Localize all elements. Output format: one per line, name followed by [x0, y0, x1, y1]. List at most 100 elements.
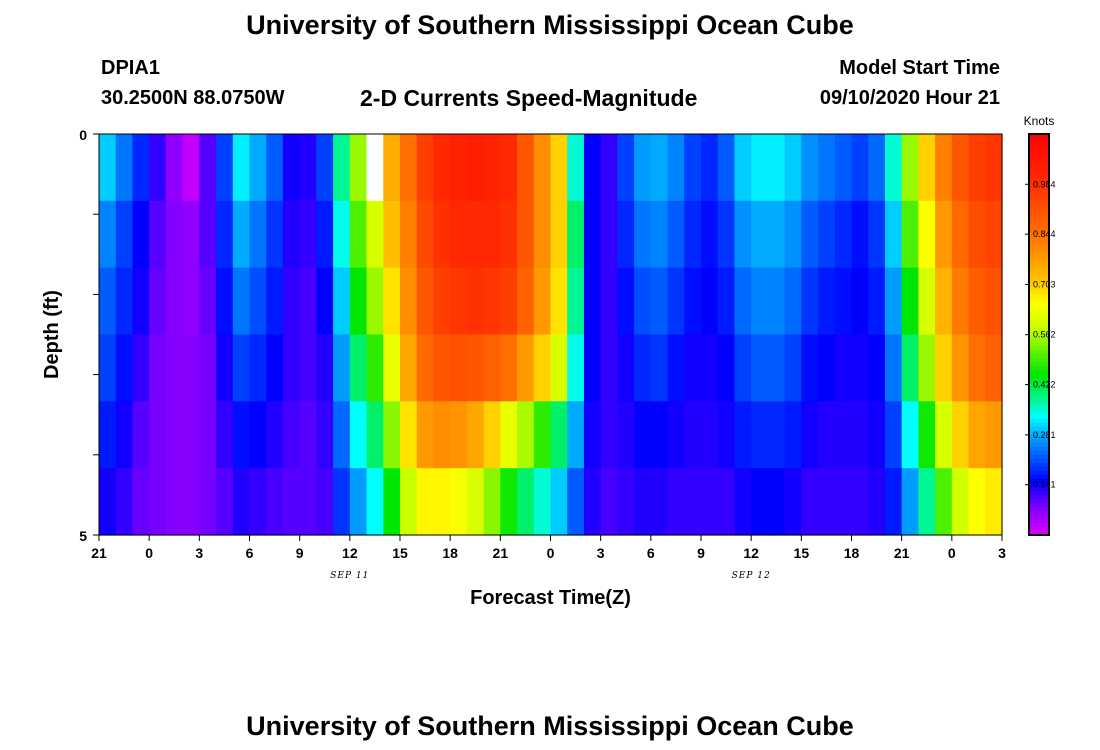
- heatmap-cell: [550, 200, 568, 269]
- x-tick-label: 9: [296, 545, 304, 561]
- colorbar-segment: [1029, 414, 1049, 420]
- heatmap-cell: [868, 334, 886, 402]
- heatmap-cell: [951, 401, 970, 469]
- heatmap-cell: [182, 200, 200, 269]
- heatmap-cell: [500, 401, 518, 469]
- colorbar-segment: [1029, 306, 1049, 311]
- heatmap-cell: [884, 401, 903, 469]
- colorbar-segment: [1029, 402, 1049, 408]
- heatmap-cell: [316, 267, 334, 336]
- heatmap-cell: [400, 267, 418, 336]
- colorbar-segment: [1029, 498, 1049, 504]
- heatmap-cell: [383, 267, 401, 336]
- heatmap-cell: [801, 134, 819, 202]
- heatmap-cell: [199, 134, 217, 202]
- heatmap-cell: [667, 200, 685, 269]
- x-tick-label: 9: [697, 545, 705, 561]
- colorbar-segment: [1029, 198, 1049, 203]
- heatmap-cell: [500, 267, 518, 336]
- heatmap-cell: [583, 200, 602, 269]
- heatmap-cell: [366, 468, 384, 536]
- heatmap-cell: [99, 267, 117, 336]
- colorbar-segment: [1029, 142, 1049, 147]
- colorbar-segment: [1029, 266, 1049, 271]
- heatmap-cell: [650, 334, 669, 402]
- colorbar-segment: [1029, 378, 1049, 384]
- colorbar-tick-label: 0.844: [1033, 229, 1056, 239]
- heatmap-cell: [567, 200, 585, 269]
- colorbar-segment: [1029, 274, 1049, 279]
- heatmap-cell: [282, 468, 301, 536]
- heatmap-cell: [634, 134, 652, 202]
- x-tick-label: 3: [597, 545, 605, 561]
- model-start-time: 09/10/2020 Hour 21: [819, 87, 1000, 109]
- colorbar-segment: [1029, 158, 1049, 163]
- colorbar-segment: [1029, 222, 1049, 227]
- heatmap-cell: [299, 267, 317, 336]
- heatmap-cell: [801, 334, 819, 402]
- heatmap-cell: [266, 134, 284, 202]
- heatmap-cell: [784, 334, 802, 402]
- heatmap-cell: [383, 468, 401, 536]
- heatmap-cell: [918, 334, 936, 402]
- heatmap-cell: [583, 468, 602, 536]
- colorbar-segment: [1029, 390, 1049, 396]
- colorbar-segment: [1029, 202, 1049, 207]
- colorbar-segment: [1029, 314, 1049, 319]
- heatmap-cell: [199, 334, 217, 402]
- heatmap-cell: [400, 468, 418, 536]
- colorbar-segment: [1029, 426, 1049, 432]
- heatmap-cell: [935, 401, 953, 469]
- heatmap-cell: [149, 200, 167, 269]
- heatmap-cell: [868, 468, 886, 536]
- x-tick-label: 6: [246, 545, 254, 561]
- footer-title: University of Southern Mississippi Ocean…: [246, 711, 854, 741]
- heatmap-cell: [282, 401, 301, 469]
- heatmap-cell: [868, 267, 886, 336]
- heatmap-cell: [751, 468, 769, 536]
- heatmap-cell: [985, 334, 1003, 402]
- colorbar-segment: [1029, 278, 1049, 283]
- heatmap-cell: [751, 134, 769, 202]
- heatmap-cell: [132, 401, 150, 469]
- x-tick-label: 21: [493, 545, 509, 561]
- heatmap-cell: [199, 468, 217, 536]
- heatmap-cell: [667, 468, 685, 536]
- colorbar-segment: [1029, 342, 1049, 348]
- heatmap-cell: [617, 468, 635, 536]
- heatmap-cell: [784, 468, 802, 536]
- heatmap-cell: [851, 267, 869, 336]
- colorbar-segment: [1029, 194, 1049, 199]
- heatmap-cell: [266, 334, 284, 402]
- heatmap-cell: [951, 267, 970, 336]
- heatmap-cell: [149, 334, 167, 402]
- heatmap-cell: [701, 334, 719, 402]
- colorbar-segment: [1029, 210, 1049, 215]
- heatmap-cell: [433, 267, 451, 336]
- heatmap-cell: [416, 267, 435, 336]
- heatmap-cell: [617, 200, 635, 269]
- heatmap-cell: [232, 468, 251, 536]
- heatmap-cell: [634, 200, 652, 269]
- heatmap-cell: [834, 334, 853, 402]
- heatmap-cell: [316, 200, 334, 269]
- heatmap-cell: [433, 134, 451, 202]
- heatmap-cell: [316, 134, 334, 202]
- heatmap-cell: [416, 401, 435, 469]
- heatmap-cell: [182, 468, 200, 536]
- x-tick-label: 0: [948, 545, 956, 561]
- heatmap-cell: [216, 267, 234, 336]
- heatmap-cell: [550, 134, 568, 202]
- heatmap-cell: [851, 468, 869, 536]
- colorbar-tick-label: 0.422: [1033, 380, 1056, 390]
- heatmap-cell: [165, 468, 184, 536]
- colorbar-segment: [1029, 526, 1049, 532]
- heatmap-cell: [851, 134, 869, 202]
- colorbar-segment: [1029, 386, 1049, 392]
- x-tick-label: 21: [91, 545, 107, 561]
- heatmap-cell: [165, 401, 184, 469]
- colorbar-segment: [1029, 374, 1049, 380]
- heatmap-cell: [818, 401, 836, 469]
- colorbar-tick-label: 0.984: [1033, 179, 1056, 189]
- heatmap-cell: [951, 200, 970, 269]
